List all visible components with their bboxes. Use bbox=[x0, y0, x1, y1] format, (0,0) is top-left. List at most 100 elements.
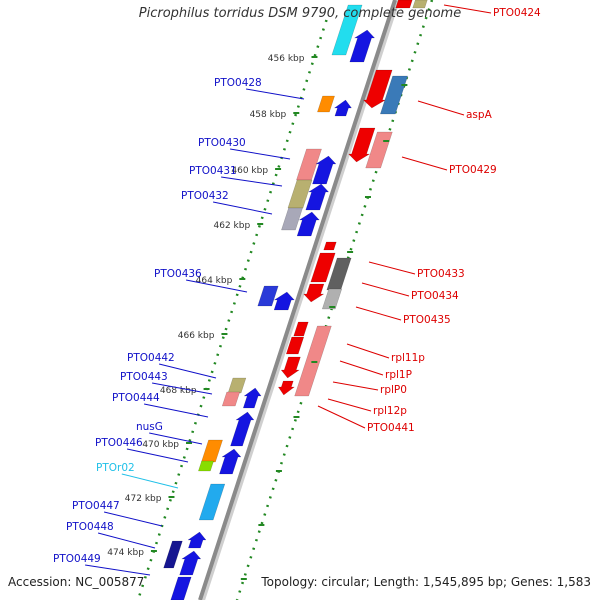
gene-block-pto0446-g bbox=[198, 460, 214, 472]
gene-label-pto0448: PTO0448 bbox=[66, 521, 114, 533]
gene-label-pto0429-leader bbox=[401, 156, 448, 171]
accession-label: Accession: NC_005877 bbox=[8, 575, 145, 589]
gene-label-pto0430-leader bbox=[230, 148, 291, 160]
gene-label-rpl1p: rpl1P bbox=[385, 369, 412, 381]
gene-block-pto0449-b bbox=[170, 576, 192, 600]
gene-block-pto0430-b bbox=[312, 155, 337, 185]
gene-label-pto0441-leader bbox=[317, 405, 366, 429]
gene-block-pto0424-r2 bbox=[412, 0, 428, 9]
backbone-line bbox=[198, 0, 397, 600]
kbp-tick-label: 458 kbp bbox=[250, 110, 287, 120]
gene-label-pto0441: PTO0441 bbox=[367, 422, 415, 434]
gene-label-pto0448-leader bbox=[97, 532, 156, 549]
gene-label-pto0446: PTO0446 bbox=[95, 437, 143, 449]
kbp-tick-label: 472 kbp bbox=[125, 494, 162, 504]
gene-label-pto0446-leader bbox=[126, 448, 189, 463]
gene-block-pto0442 bbox=[227, 377, 247, 394]
gene-block-aspa bbox=[362, 69, 393, 109]
gene-label-pto0449-leader bbox=[85, 564, 151, 576]
gene-label-pto0424: PTO0424 bbox=[493, 7, 541, 19]
gene-label-ptor02-leader bbox=[121, 473, 179, 489]
kbp-tick-label: 470 kbp bbox=[142, 440, 179, 450]
gene-block-pto0436-b bbox=[273, 291, 295, 311]
gene-label-rpl12p-leader bbox=[327, 398, 372, 412]
gene-block-pto0433-t bbox=[323, 241, 337, 251]
gene-block-pto0429 bbox=[347, 127, 376, 163]
gene-label-pto0444-leader bbox=[144, 403, 209, 418]
gene-label-pto0444: PTO0444 bbox=[112, 392, 160, 404]
gene-block-pto0424-r bbox=[395, 0, 413, 9]
kbp-tick-label: 460 kbp bbox=[231, 166, 268, 176]
gene-block-pto0433 bbox=[310, 252, 336, 283]
genome-title: Picrophilus torridus DSM 9790, complete … bbox=[138, 6, 462, 21]
gene-block-pto0443 bbox=[221, 391, 241, 407]
gene-block-rplp0 bbox=[277, 380, 296, 396]
gene-label-aspa: aspA bbox=[466, 109, 493, 121]
gene-label-rpl12p: rpl12p bbox=[373, 405, 407, 417]
gene-label-pto0436: PTO0436 bbox=[154, 268, 202, 280]
gene-label-rplp0-leader bbox=[332, 381, 379, 391]
gene-block-pto0428 bbox=[317, 95, 335, 113]
gene-label-pto0431-leader bbox=[221, 176, 283, 187]
gene-block-pto0432-b bbox=[296, 211, 320, 237]
gene-label-pto0434-leader bbox=[361, 282, 410, 297]
gene-label-nusg: nusG bbox=[136, 421, 163, 433]
gene-label-pto0442: PTO0442 bbox=[127, 352, 175, 364]
kbp-tick-label: 468 kbp bbox=[160, 386, 197, 396]
gene-label-pto0428: PTO0428 bbox=[214, 77, 262, 89]
gene-block-pto0446-b bbox=[219, 448, 242, 475]
gene-block-pto0444 bbox=[242, 387, 262, 409]
kbp-tick-label: 466 kbp bbox=[178, 331, 215, 341]
gene-label-pto0424-leader bbox=[443, 4, 492, 14]
gene-label-pto0442-leader bbox=[158, 363, 217, 379]
gene-label-pto0432-leader bbox=[213, 201, 273, 215]
gene-label-pto0434: PTO0434 bbox=[411, 290, 459, 302]
kbp-tick-label: 474 kbp bbox=[107, 548, 144, 558]
gene-label-pto0449: PTO0449 bbox=[53, 553, 101, 565]
gene-label-pto0443: PTO0443 bbox=[120, 371, 168, 383]
gene-label-pto0436-leader bbox=[186, 279, 248, 293]
gene-label-aspa-leader bbox=[417, 100, 465, 116]
gene-block-nusG bbox=[230, 411, 255, 447]
genome-summary: Topology: circular; Length: 1,545,895 bp… bbox=[261, 575, 591, 589]
gene-label-nusg-leader bbox=[149, 432, 203, 445]
gene-block-pto0434 bbox=[303, 283, 325, 303]
gene-block-rpl1p bbox=[280, 356, 301, 379]
gene-label-pto0435-leader bbox=[355, 306, 402, 321]
gene-label-pto0431: PTO0431 bbox=[189, 165, 237, 177]
gene-block-0424-blue bbox=[349, 29, 376, 63]
gene-block-pto0432 bbox=[281, 207, 303, 231]
gene-label-pto0430: PTO0430 bbox=[198, 137, 246, 149]
gene-block-aspa-b bbox=[379, 75, 409, 115]
gene-block-pto0435 bbox=[293, 321, 309, 337]
gene-label-pto0433: PTO0433 bbox=[417, 268, 465, 280]
gene-label-rpl1p-leader bbox=[339, 360, 384, 376]
gene-block-0424-cyan bbox=[331, 4, 363, 56]
gene-block-pto0448-b bbox=[187, 531, 207, 549]
gene-label-pto0433-leader bbox=[368, 261, 416, 275]
gene-label-pto0432: PTO0432 bbox=[181, 190, 229, 202]
gene-label-rplp0: rplP0 bbox=[380, 384, 407, 396]
gene-block-rpl11p bbox=[285, 336, 305, 355]
gene-label-ptor02: PTOr02 bbox=[96, 462, 135, 474]
gene-block-pto0449 bbox=[179, 550, 202, 576]
gene-label-pto0429: PTO0429 bbox=[449, 164, 497, 176]
gene-label-pto0428-leader bbox=[246, 88, 305, 100]
gene-label-pto0447-leader bbox=[103, 511, 163, 527]
gene-block-ptor02 bbox=[198, 483, 226, 521]
gene-block-pto0448 bbox=[163, 540, 183, 569]
kbp-tick-label: 462 kbp bbox=[214, 221, 251, 231]
gene-block-pto0446 bbox=[201, 439, 223, 463]
gene-label-rpl11p-leader bbox=[346, 343, 390, 359]
gene-label-pto0435: PTO0435 bbox=[403, 314, 451, 326]
gene-block-pto0434-b bbox=[321, 288, 343, 310]
kbp-tick-label: 464 kbp bbox=[196, 276, 233, 286]
kbp-tick-label: 456 kbp bbox=[268, 54, 305, 64]
gene-label-rpl11p: rpl11p bbox=[391, 352, 425, 364]
gene-block-pto0431 bbox=[287, 179, 313, 209]
gene-block-pto0428-b bbox=[333, 99, 352, 117]
gene-label-pto0443-leader bbox=[152, 382, 213, 395]
gene-block-pto0436 bbox=[257, 285, 279, 307]
